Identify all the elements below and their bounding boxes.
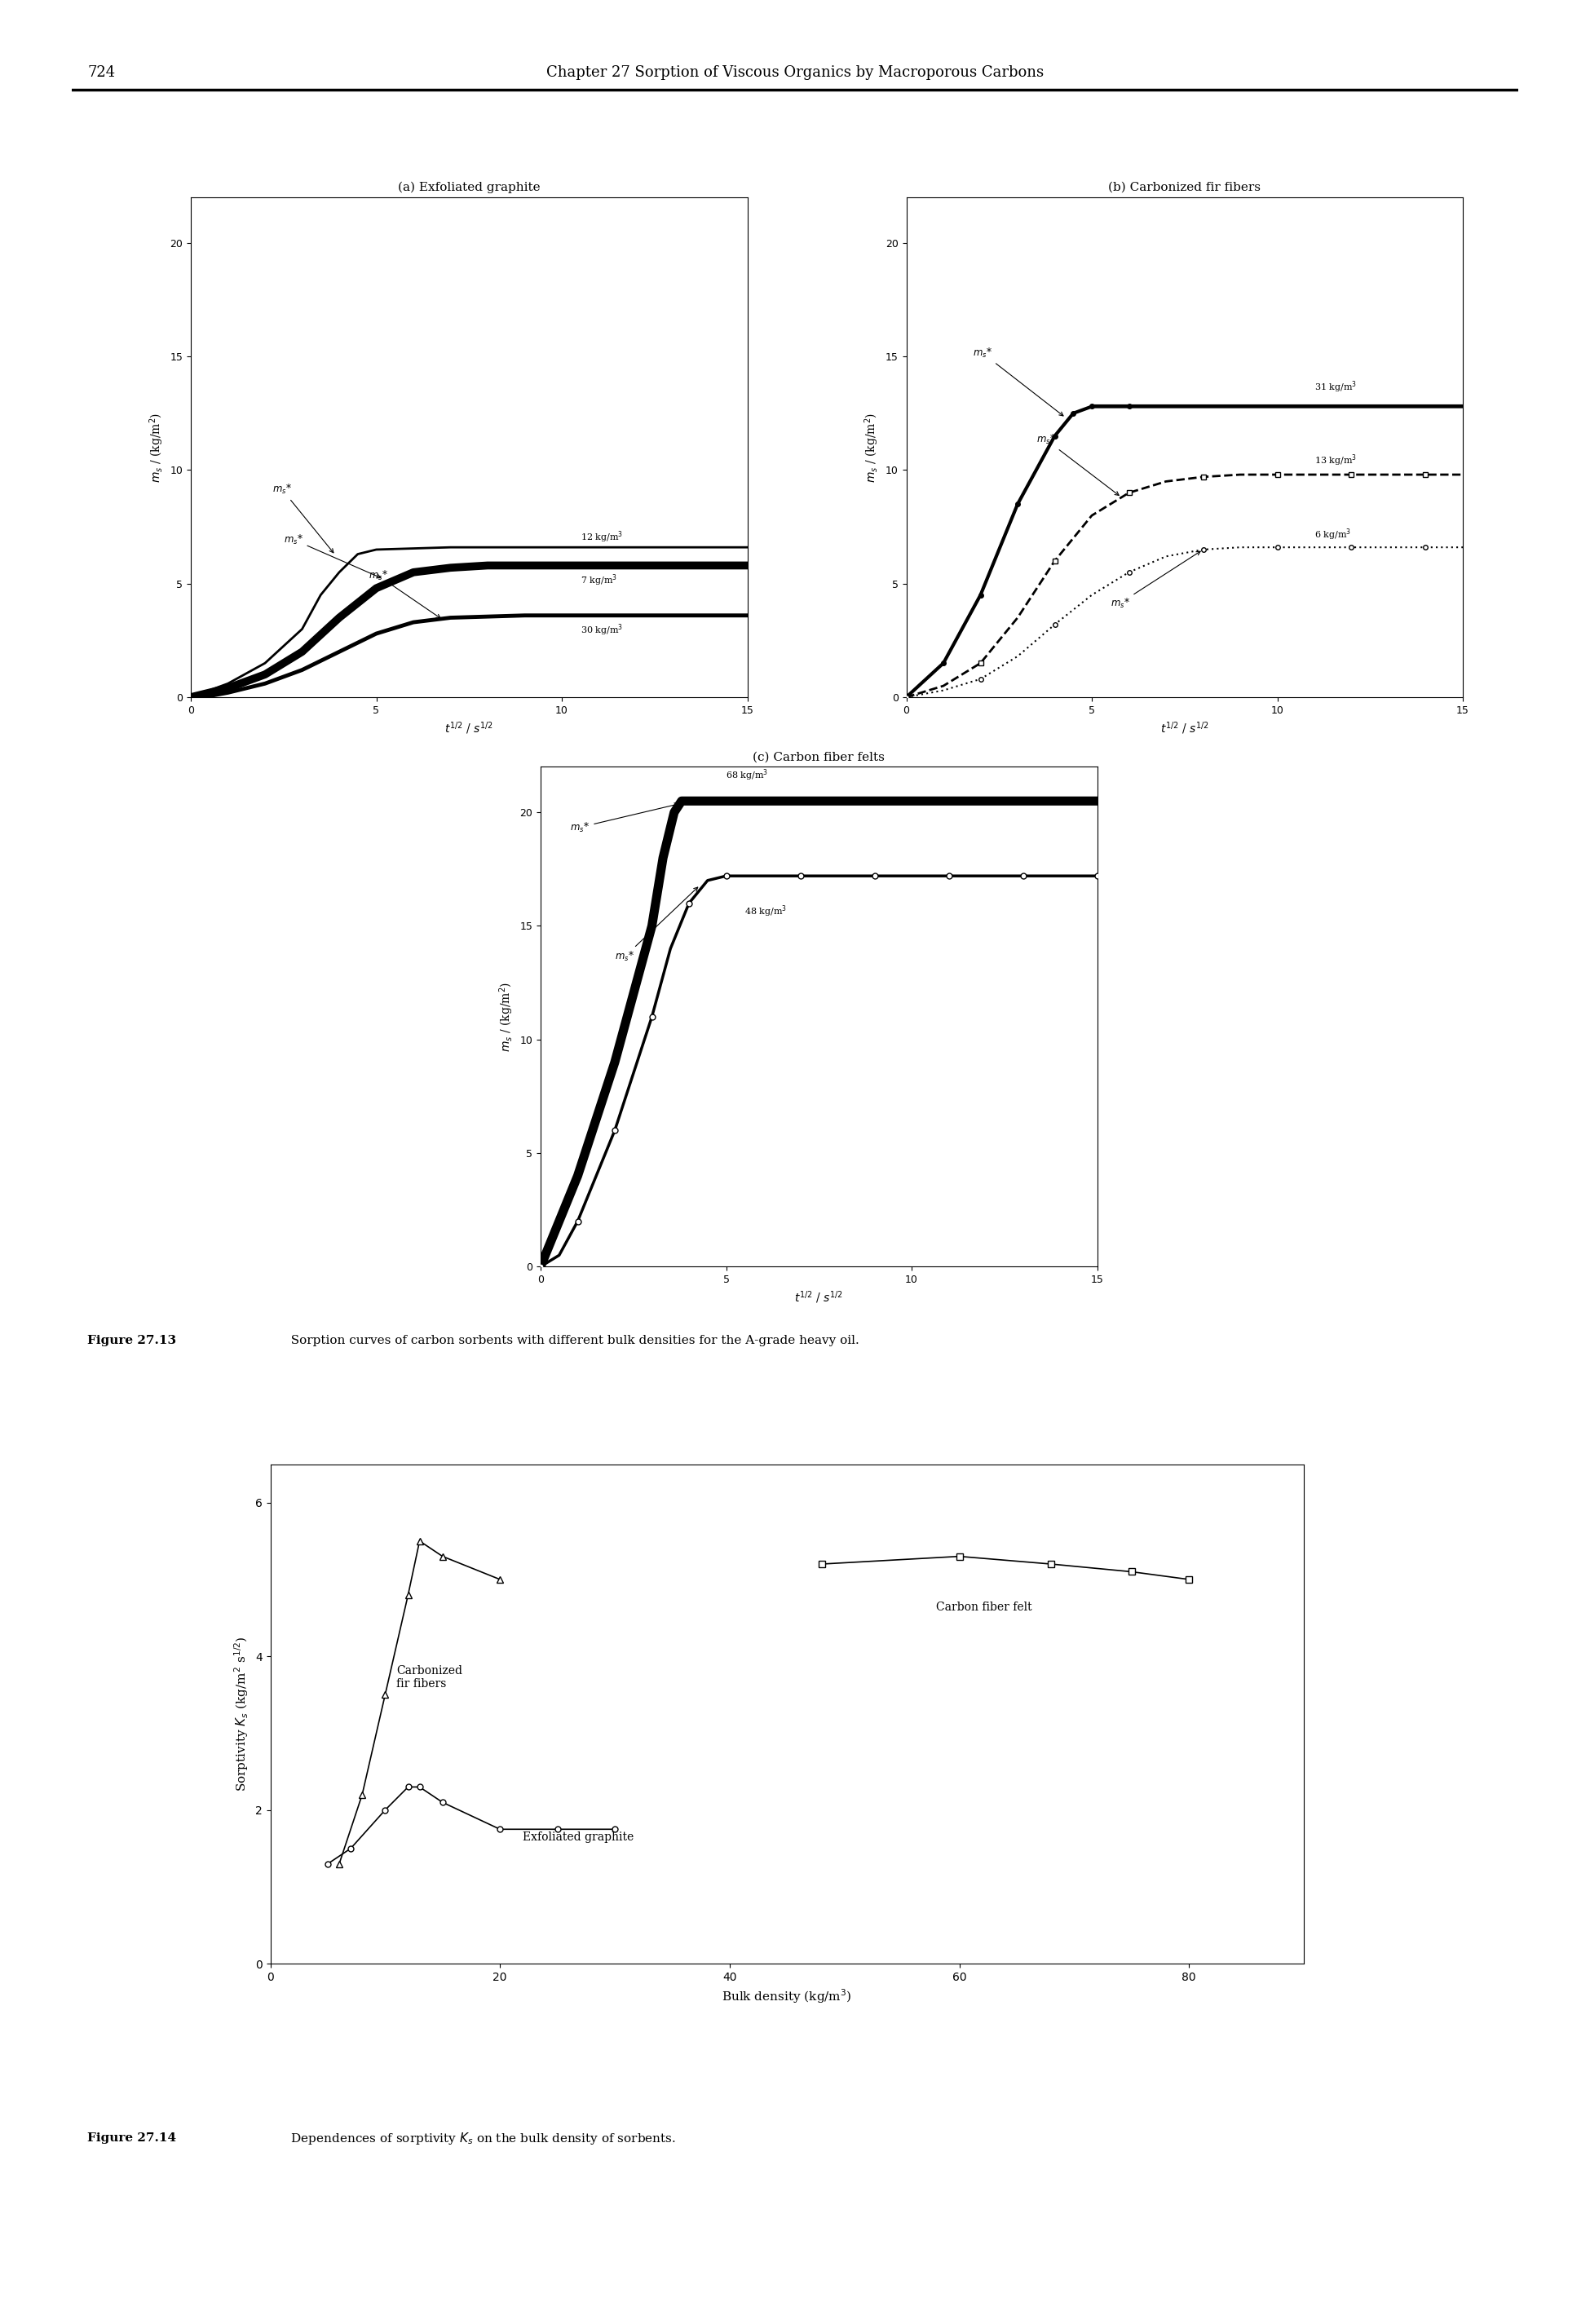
Title: (b) Carbonized fir fibers: (b) Carbonized fir fibers	[1108, 181, 1261, 193]
Text: 13 kg/m$^3$: 13 kg/m$^3$	[1315, 453, 1356, 467]
Text: Figure 27.14: Figure 27.14	[87, 2133, 176, 2143]
Y-axis label: Sorptivity $K_s$ (kg/m$^2$ s$^{1/2}$): Sorptivity $K_s$ (kg/m$^2$ s$^{1/2}$)	[232, 1636, 251, 1792]
Text: Chapter 27 Sorption of Viscous Organics by Macroporous Carbons: Chapter 27 Sorption of Viscous Organics …	[547, 65, 1043, 79]
Text: 30 kg/m$^3$: 30 kg/m$^3$	[580, 623, 623, 639]
Title: (a) Exfoliated graphite: (a) Exfoliated graphite	[398, 181, 541, 193]
Text: $m_s$*: $m_s$*	[571, 804, 679, 834]
Y-axis label: $m_s$ / (kg/m$^2$): $m_s$ / (kg/m$^2$)	[863, 411, 881, 483]
Text: 12 kg/m$^3$: 12 kg/m$^3$	[580, 530, 623, 544]
X-axis label: $t^{1/2}$ / $s^{1/2}$: $t^{1/2}$ / $s^{1/2}$	[445, 720, 493, 737]
Text: Carbon fiber felt: Carbon fiber felt	[937, 1601, 1032, 1613]
Text: $m_s$*: $m_s$*	[973, 346, 1064, 416]
Y-axis label: $m_s$ / (kg/m$^2$): $m_s$ / (kg/m$^2$)	[498, 981, 515, 1053]
Text: $m_s$*: $m_s$*	[283, 532, 380, 579]
X-axis label: $t^{1/2}$ / $s^{1/2}$: $t^{1/2}$ / $s^{1/2}$	[1161, 720, 1208, 737]
X-axis label: $t^{1/2}$ / $s^{1/2}$: $t^{1/2}$ / $s^{1/2}$	[795, 1290, 843, 1306]
Title: (c) Carbon fiber felts: (c) Carbon fiber felts	[752, 751, 886, 762]
Text: 68 kg/m$^3$: 68 kg/m$^3$	[727, 767, 768, 783]
Text: 7 kg/m$^3$: 7 kg/m$^3$	[580, 574, 617, 588]
Text: $m_s$*: $m_s$*	[615, 888, 698, 964]
Text: 48 kg/m$^3$: 48 kg/m$^3$	[744, 904, 787, 918]
Text: 6 kg/m$^3$: 6 kg/m$^3$	[1315, 528, 1352, 541]
Y-axis label: $m_s$ / (kg/m$^2$): $m_s$ / (kg/m$^2$)	[148, 411, 165, 483]
Text: $m_s$*: $m_s$*	[1037, 432, 1119, 495]
Text: $m_s$*: $m_s$*	[369, 569, 440, 618]
Text: 31 kg/m$^3$: 31 kg/m$^3$	[1315, 379, 1356, 395]
Text: $m_s$*: $m_s$*	[272, 483, 334, 553]
X-axis label: Bulk density (kg/m$^3$): Bulk density (kg/m$^3$)	[722, 1987, 852, 2006]
Text: 724: 724	[87, 65, 114, 79]
Text: Figure 27.13: Figure 27.13	[87, 1336, 176, 1346]
Text: Exfoliated graphite: Exfoliated graphite	[523, 1831, 634, 1843]
Text: Sorption curves of carbon sorbents with different bulk densities for the A-grade: Sorption curves of carbon sorbents with …	[283, 1336, 859, 1346]
Text: $m_s$*: $m_s$*	[1110, 551, 1200, 609]
Text: Dependences of sorptivity $K_s$ on the bulk density of sorbents.: Dependences of sorptivity $K_s$ on the b…	[283, 2131, 676, 2145]
Text: Carbonized
fir fibers: Carbonized fir fibers	[396, 1664, 463, 1690]
